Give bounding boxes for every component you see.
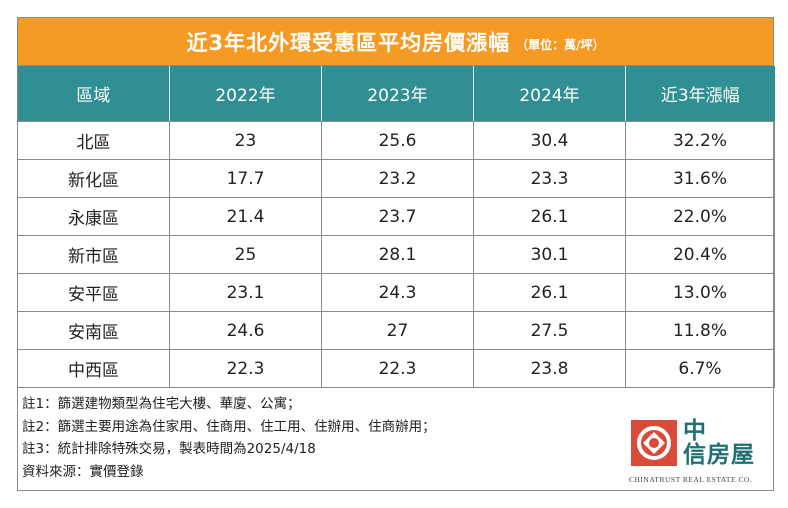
note-1: 註1：篩選建物類型為住宅大樓、華廈、公寓； xyxy=(22,396,301,412)
value-cell: 22.0% xyxy=(625,197,775,236)
table-title: 近3年北外環受惠區平均房價漲幅 xyxy=(186,30,511,55)
value-cell: 24.6 xyxy=(169,311,322,350)
logo-text: 中 信房屋 xyxy=(683,419,755,467)
value-cell: 21.4 xyxy=(169,197,322,236)
column-header: 區域 xyxy=(17,66,170,122)
value-cell: 28.1 xyxy=(321,235,474,274)
note-3: 註3：統計排除特殊交易，製表時間為2025/4/18 xyxy=(22,441,316,457)
value-cell: 25 xyxy=(169,235,322,274)
value-cell: 27 xyxy=(321,311,474,350)
value-cell: 23.1 xyxy=(169,273,322,312)
note-2: 註2：篩選主要用途為住家用、住商用、住工用、住辦用、住商辦用； xyxy=(22,418,436,435)
value-cell: 23 xyxy=(169,121,322,160)
logo-english: CHINATRUST REAL ESTATE CO. xyxy=(629,475,753,484)
value-cell: 23.8 xyxy=(473,349,626,388)
table-row: 中西區 22.3 22.3 23.8 6.7% xyxy=(17,349,775,388)
value-cell: 11.8% xyxy=(625,311,775,350)
value-cell: 17.7 xyxy=(169,159,322,198)
value-cell: 30.1 xyxy=(473,235,626,274)
value-cell: 25.6 xyxy=(321,121,474,160)
logo-line-2: 信房屋 xyxy=(683,442,755,468)
table-row: 永康區 21.4 23.7 26.1 22.0% xyxy=(17,197,775,236)
value-cell: 27.5 xyxy=(473,311,626,350)
value-cell: 6.7% xyxy=(625,349,775,388)
notes: 註1：篩選建物類型為住宅大樓、華廈、公寓； 註2：篩選主要用途為住家用、住商用、… xyxy=(22,393,436,483)
table-body: 北區 23 25.6 30.4 32.2% 新化區 17.7 23.2 23.3 31.6% 永康區… xyxy=(17,121,775,388)
unit-label: （單位：萬/坪） xyxy=(516,38,605,52)
column-header: 2022年 xyxy=(169,66,322,122)
chinatrust-logo-icon xyxy=(631,420,677,466)
value-cell: 22.3 xyxy=(169,349,322,388)
district-cell: 北區 xyxy=(17,121,170,160)
district-cell: 安平區 xyxy=(17,273,170,312)
title-bar: 近3年北外環受惠區平均房價漲幅 （單位：萬/坪） xyxy=(17,17,774,66)
value-cell: 31.6% xyxy=(625,159,775,198)
value-cell: 20.4% xyxy=(625,235,775,274)
column-header: 2023年 xyxy=(321,66,474,122)
column-header: 2024年 xyxy=(473,66,626,122)
district-cell: 永康區 xyxy=(17,197,170,236)
price-table: 區域 2022年 2023年 2024年 近3年漲幅 北區 23 25.6 30.4 32.2%… xyxy=(17,66,775,388)
value-cell: 23.3 xyxy=(473,159,626,198)
value-cell: 30.4 xyxy=(473,121,626,160)
value-cell: 32.2% xyxy=(625,121,775,160)
value-cell: 26.1 xyxy=(473,197,626,236)
company-logo: 中 信房屋 CHINATRUST REAL ESTATE CO. xyxy=(629,418,769,488)
table-row: 新市區 25 28.1 30.1 20.4% xyxy=(17,235,775,274)
header-row: 區域 2022年 2023年 2024年 近3年漲幅 xyxy=(17,66,775,122)
value-cell: 23.7 xyxy=(321,197,474,236)
table-row: 安南區 24.6 27 27.5 11.8% xyxy=(17,311,775,350)
district-cell: 新化區 xyxy=(17,159,170,198)
table-row: 新化區 17.7 23.2 23.3 31.6% xyxy=(17,159,775,198)
district-cell: 安南區 xyxy=(17,311,170,350)
column-header: 近3年漲幅 xyxy=(625,66,775,122)
value-cell: 23.2 xyxy=(321,159,474,198)
district-cell: 中西區 xyxy=(17,349,170,388)
value-cell: 24.3 xyxy=(321,273,474,312)
district-cell: 新市區 xyxy=(17,235,170,274)
value-cell: 26.1 xyxy=(473,273,626,312)
value-cell: 22.3 xyxy=(321,349,474,388)
data-source: 資料來源：實價登錄 xyxy=(22,463,144,480)
table-row: 北區 23 25.6 30.4 32.2% xyxy=(17,121,775,160)
value-cell: 13.0% xyxy=(625,273,775,312)
logo-line-1: 中 xyxy=(683,418,707,444)
table-row: 安平區 23.1 24.3 26.1 13.0% xyxy=(17,273,775,312)
